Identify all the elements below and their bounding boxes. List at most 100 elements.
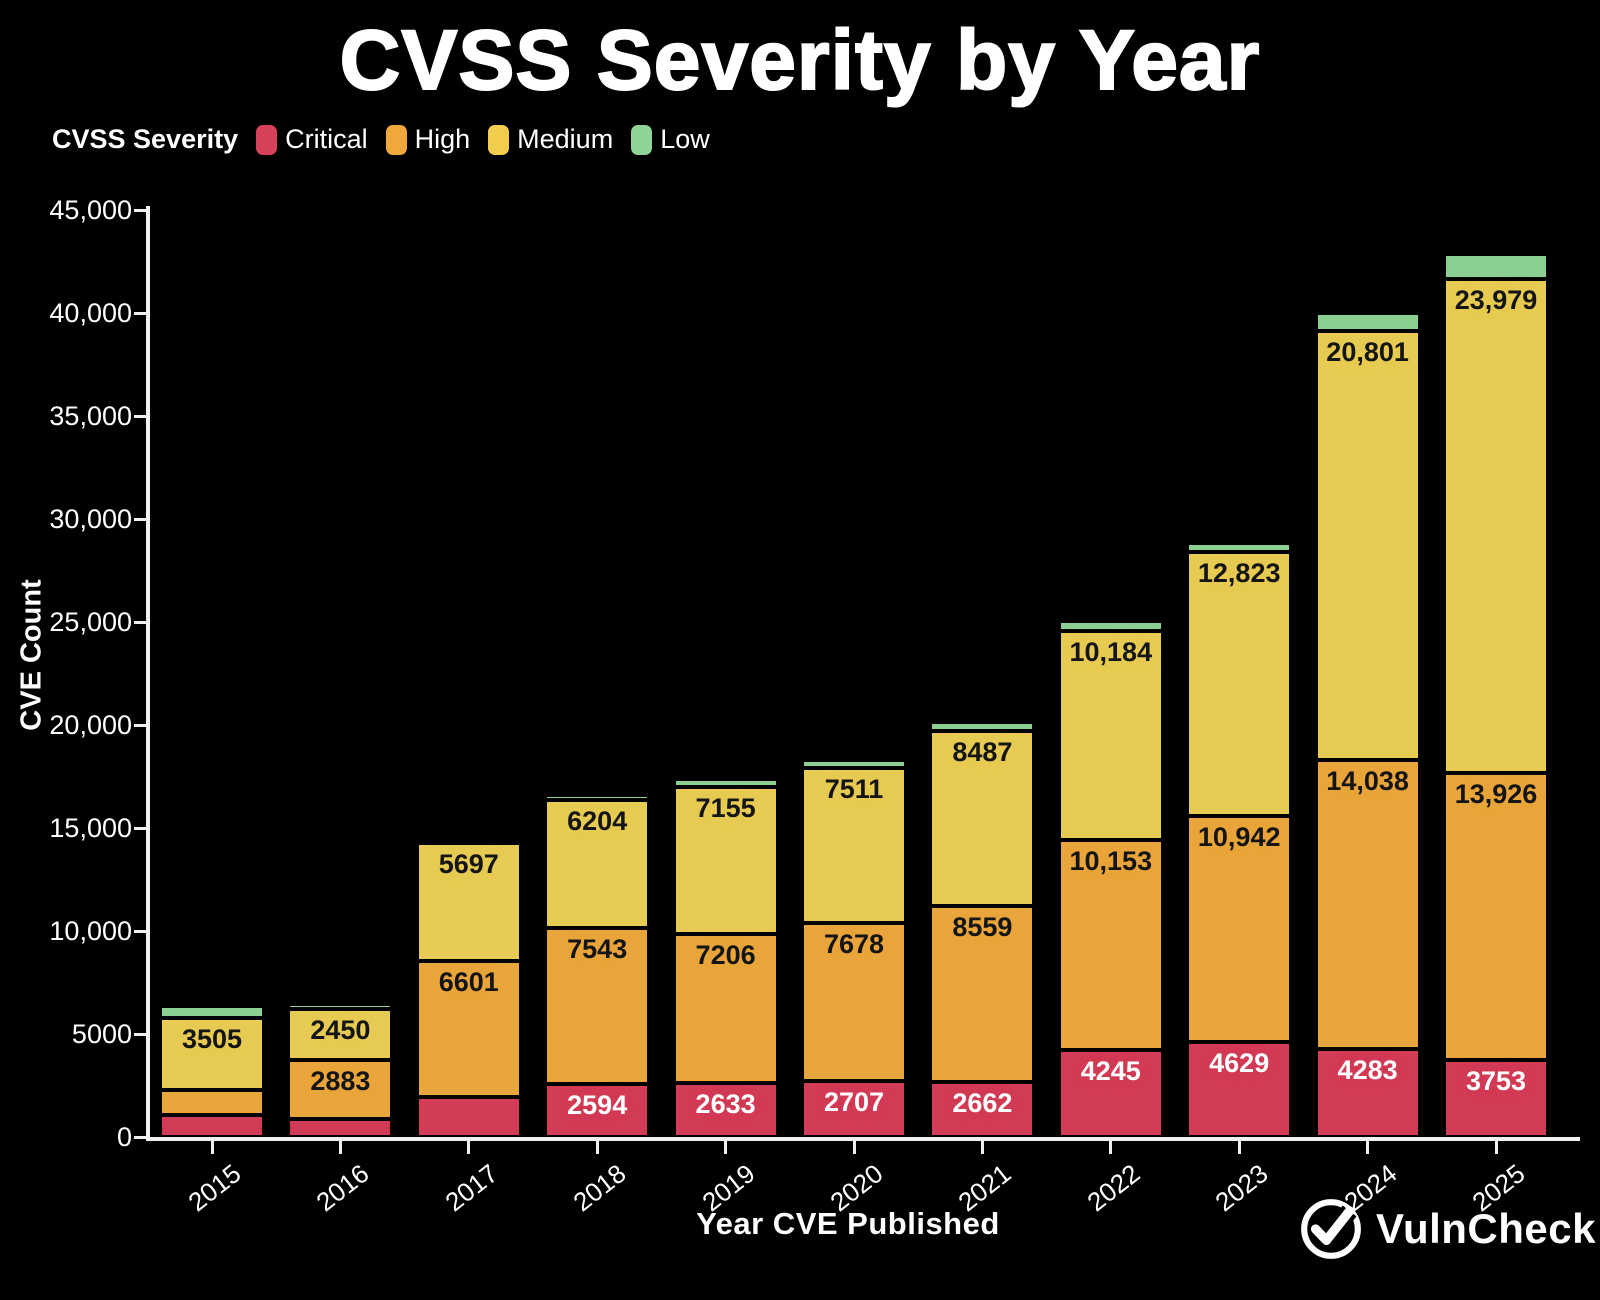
bar-2016-critical — [288, 1119, 393, 1137]
bar-2017-critical — [416, 1096, 521, 1137]
y-tick-mark — [134, 1135, 148, 1139]
bar-2024-high — [1315, 759, 1420, 1049]
bar-2021-high — [930, 905, 1035, 1083]
legend-item-high: High — [385, 124, 471, 155]
bar-value-label: 6204 — [567, 806, 628, 837]
bar-value-label: 4629 — [1209, 1047, 1270, 1078]
bar-value-label: 2662 — [952, 1088, 1013, 1119]
y-tick-mark — [134, 517, 148, 521]
y-tick-mark — [134, 929, 148, 933]
y-tick-label: 0 — [116, 1122, 132, 1152]
bar-2023-medium — [1187, 552, 1292, 817]
bar-value-label: 20,801 — [1326, 337, 1409, 368]
y-tick-mark — [134, 723, 148, 727]
bar-2017-low — [416, 838, 521, 844]
bar-value-label: 4283 — [1337, 1054, 1398, 1085]
bar-2017-medium — [416, 843, 521, 961]
legend-title: CVSS Severity — [52, 124, 239, 154]
x-tick-mark — [724, 1140, 728, 1154]
x-tick-mark — [980, 1140, 984, 1154]
bar-2025-low — [1444, 254, 1548, 279]
bar-value-label: 6601 — [438, 966, 499, 997]
bar-2019-high — [673, 934, 778, 1083]
y-tick-label: 20,000 — [49, 710, 132, 740]
bar-2018-medium — [545, 800, 650, 929]
bar-2015-low — [160, 1006, 264, 1019]
bar-value-label: 3505 — [181, 1024, 243, 1055]
legend-label: Low — [660, 124, 710, 154]
bar-2020-medium — [802, 768, 906, 924]
bar-2015-high — [160, 1090, 264, 1115]
vulncheck-wordmark: VulnCheck — [1376, 1205, 1596, 1252]
bar-value-label: 14,038 — [1326, 765, 1409, 796]
bar-2018-critical — [545, 1083, 650, 1137]
y-tick-label: 40,000 — [49, 298, 132, 328]
bar-value-label: 7543 — [567, 934, 628, 965]
bar-value-label: 2633 — [695, 1088, 756, 1119]
bar-2019-medium — [673, 786, 778, 935]
x-tick-mark — [1366, 1140, 1370, 1154]
bar-value-label: 7511 — [824, 774, 884, 805]
bar-2016-low — [288, 1003, 393, 1010]
y-tick-mark — [134, 414, 148, 418]
y-tick-label: 30,000 — [49, 504, 132, 534]
legend-item-low: Low — [631, 124, 710, 155]
bar-2021-critical — [930, 1082, 1035, 1137]
legend-item-critical: Critical — [256, 124, 368, 155]
bar-value-label: 10,942 — [1197, 822, 1281, 853]
y-tick-mark — [134, 826, 148, 830]
y-axis-title: CVE Count — [15, 579, 48, 731]
bar-value-label: 7206 — [695, 940, 756, 971]
bar-2021-low — [930, 722, 1035, 731]
chart-title: CVSS Severity by Year — [339, 12, 1261, 108]
legend-swatch-high — [385, 124, 407, 155]
bar-2025-high — [1444, 772, 1548, 1060]
bar-2017-high — [416, 960, 521, 1097]
bar-value-label: 2707 — [823, 1087, 885, 1118]
y-axis-line — [146, 206, 150, 1140]
y-tick-label: 15,000 — [49, 813, 132, 843]
bar-value-label: 5697 — [438, 849, 499, 880]
x-tick-mark — [467, 1140, 471, 1154]
x-tick-mark — [1494, 1140, 1498, 1154]
bar-2023-low — [1187, 543, 1292, 553]
bar-2019-low — [673, 778, 778, 787]
bar-value-label: 2594 — [567, 1089, 628, 1120]
bar-2022-medium — [1058, 630, 1163, 841]
bar-2025-medium — [1444, 278, 1548, 773]
bar-value-label: 13,926 — [1454, 778, 1538, 809]
x-tick-mark — [1237, 1140, 1241, 1154]
y-tick-label: 35,000 — [49, 401, 132, 431]
x-tick-mark — [852, 1140, 856, 1154]
bar-2023-high — [1187, 816, 1292, 1042]
bar-value-label: 23,979 — [1454, 284, 1538, 315]
y-tick-mark — [134, 620, 148, 624]
bar-2015-critical — [160, 1114, 264, 1137]
x-tick-mark — [1109, 1140, 1113, 1154]
bar-value-label: 10,153 — [1069, 846, 1153, 877]
x-tick-mark — [210, 1140, 214, 1154]
bar-value-label: 10,184 — [1069, 636, 1153, 667]
y-tick-mark — [134, 311, 148, 315]
legend-swatch-low — [631, 124, 653, 155]
legend-swatch-critical — [256, 124, 278, 155]
bar-value-label: 8487 — [952, 737, 1013, 767]
bar-value-label: 12,823 — [1197, 558, 1281, 589]
bar-2020-high — [802, 923, 906, 1082]
bar-2024-medium — [1315, 331, 1420, 760]
vulncheck-check-icon — [1301, 1199, 1361, 1259]
y-tick-label: 45,000 — [49, 195, 132, 225]
bar-value-label: 2883 — [310, 1065, 371, 1096]
bar-2016-medium — [288, 1009, 393, 1060]
y-tick-label: 10,000 — [49, 916, 132, 946]
bar-2024-low — [1315, 312, 1420, 332]
bar-2022-critical — [1058, 1049, 1163, 1137]
bar-2019-critical — [673, 1082, 778, 1137]
bar-2020-critical — [802, 1081, 906, 1137]
vulncheck-logo: VulnCheck — [1298, 1196, 1596, 1262]
bar-value-label: 7155 — [695, 792, 756, 823]
bar-2015-medium — [160, 1018, 264, 1091]
bar-2018-low — [545, 795, 650, 801]
legend-label: High — [414, 124, 471, 154]
